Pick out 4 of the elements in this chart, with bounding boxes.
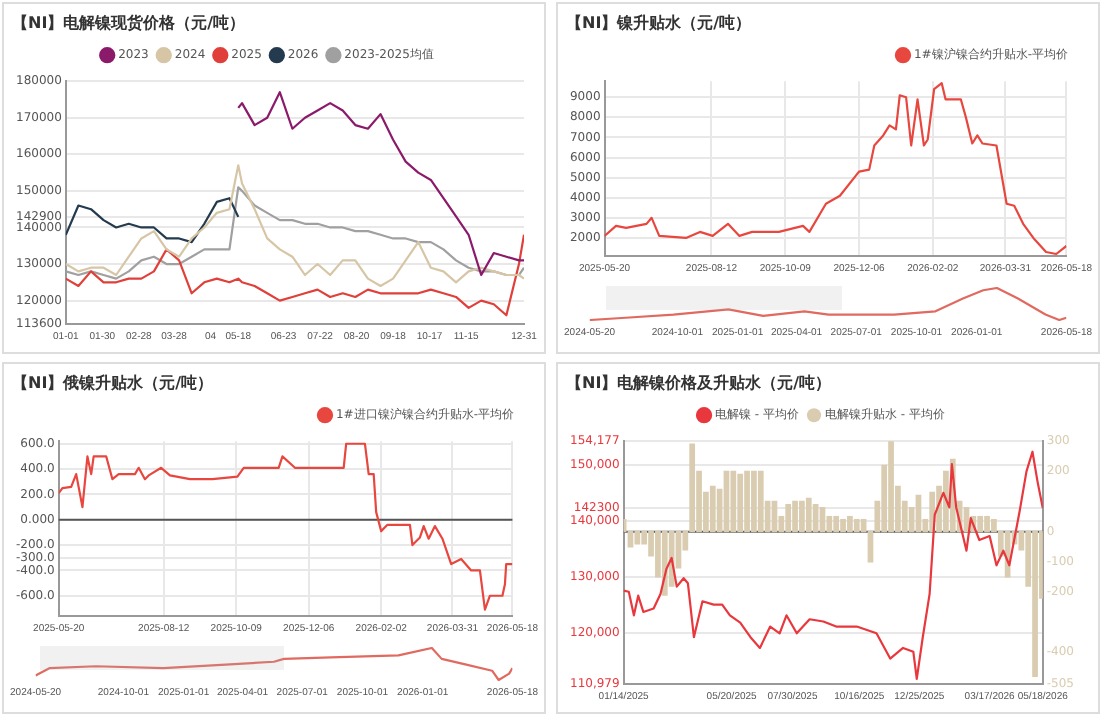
chart-title: 【NI】镍升贴水（元/吨） — [566, 13, 752, 32]
chart-title: 【NI】电解镍价格及升贴水（元/吨） — [566, 373, 832, 392]
chart-title: 【NI】电解镍现货价格（元/吨） — [12, 13, 246, 32]
chart-title: 【NI】俄镍升贴水（元/吨） — [12, 373, 214, 392]
